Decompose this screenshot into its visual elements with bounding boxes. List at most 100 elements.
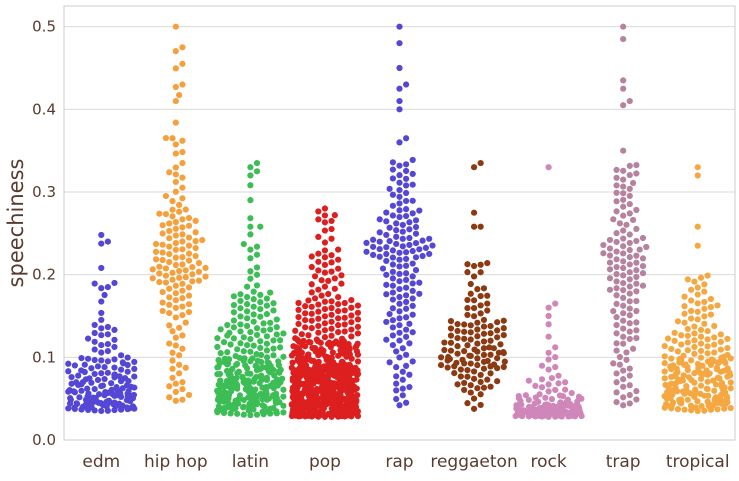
point-rap: [396, 322, 403, 329]
point-latin: [259, 364, 266, 371]
point-reggaeton: [474, 333, 481, 340]
point-rap: [403, 249, 410, 256]
point-rap: [396, 193, 403, 200]
point-trap: [620, 258, 627, 265]
point-reggaeton: [437, 354, 445, 361]
point-rap: [396, 40, 403, 47]
point-reggaeton: [461, 321, 468, 328]
point-tropical: [711, 387, 718, 394]
point-rap: [393, 387, 400, 394]
point-tropical: [697, 326, 705, 334]
point-latin: [221, 355, 228, 362]
point-tropical: [661, 375, 668, 382]
point-latin: [237, 291, 244, 298]
point-pop: [321, 254, 329, 261]
point-tropical: [674, 348, 682, 355]
point-trap: [613, 321, 620, 329]
point-trap: [620, 183, 627, 190]
point-hip-hop: [185, 250, 193, 257]
point-hip-hop: [179, 184, 186, 191]
point-rap: [389, 212, 396, 219]
point-hip-hop: [195, 259, 203, 267]
point-hip-hop: [179, 44, 186, 51]
point-rap: [389, 175, 396, 182]
point-trap: [633, 335, 640, 342]
point-hip-hop: [172, 232, 179, 239]
point-tropical: [691, 343, 698, 351]
point-trap: [610, 308, 617, 315]
point-rap: [389, 332, 396, 339]
point-hip-hop: [172, 297, 179, 304]
point-latin: [270, 300, 277, 307]
point-pop: [328, 318, 335, 325]
point-tropical: [697, 274, 705, 281]
point-latin: [247, 197, 254, 204]
point-reggaeton: [467, 389, 474, 396]
point-trap: [620, 294, 627, 301]
point-edm: [119, 385, 126, 392]
point-tropical: [704, 327, 711, 335]
point-trap: [613, 379, 620, 386]
point-pop: [335, 322, 342, 329]
point-reggaeton: [464, 400, 471, 407]
point-latin: [237, 313, 244, 320]
point-rap: [412, 230, 420, 237]
point-pop: [321, 327, 329, 334]
point-rap: [409, 181, 416, 188]
point-rap: [389, 324, 396, 331]
point-rap: [409, 280, 416, 287]
point-tropical: [705, 392, 712, 399]
point-latin: [252, 386, 259, 393]
point-latin: [217, 350, 224, 357]
point-tropical: [698, 403, 705, 410]
point-pop: [341, 314, 348, 321]
point-trap: [613, 166, 620, 173]
point-latin: [263, 310, 270, 318]
point-pop: [290, 343, 297, 350]
point-trap: [613, 256, 620, 263]
point-hip-hop: [166, 322, 173, 329]
point-trap: [626, 269, 633, 276]
point-edm: [129, 403, 136, 410]
point-rap: [416, 246, 423, 253]
point-pop: [338, 272, 345, 279]
point-hip-hop: [169, 269, 176, 276]
point-rap: [399, 376, 406, 383]
point-edm: [65, 360, 72, 367]
point-rap: [389, 202, 396, 209]
point-latin: [214, 343, 221, 351]
point-reggaeton: [474, 362, 481, 369]
point-rap: [409, 329, 416, 336]
point-pop: [313, 336, 320, 343]
point-rap: [396, 85, 403, 92]
point-rock: [568, 390, 575, 397]
point-pop: [305, 338, 313, 346]
point-tropical: [668, 345, 675, 353]
point-pop: [308, 317, 315, 324]
point-rock: [556, 392, 564, 399]
point-latin: [280, 353, 287, 360]
point-edm: [111, 326, 118, 333]
point-pop: [313, 385, 320, 393]
point-hip-hop: [179, 332, 186, 339]
point-hip-hop: [185, 391, 193, 399]
point-rap: [403, 326, 410, 333]
point-rap: [409, 170, 416, 177]
point-trap: [613, 314, 620, 321]
point-trap: [639, 282, 647, 289]
point-hip-hop: [172, 65, 179, 72]
point-pop: [290, 400, 297, 407]
point-reggaeton: [480, 330, 488, 337]
point-tropical: [694, 284, 701, 291]
point-latin: [237, 340, 244, 347]
point-latin: [253, 271, 261, 278]
point-pop: [302, 324, 309, 331]
point-latin: [270, 405, 277, 412]
point-trap: [626, 239, 633, 247]
point-hip-hop: [169, 135, 176, 142]
point-latin: [250, 311, 257, 318]
point-tropical: [707, 311, 715, 318]
point-trap: [613, 292, 620, 299]
point-trap: [626, 312, 633, 319]
point-latin: [230, 309, 237, 316]
